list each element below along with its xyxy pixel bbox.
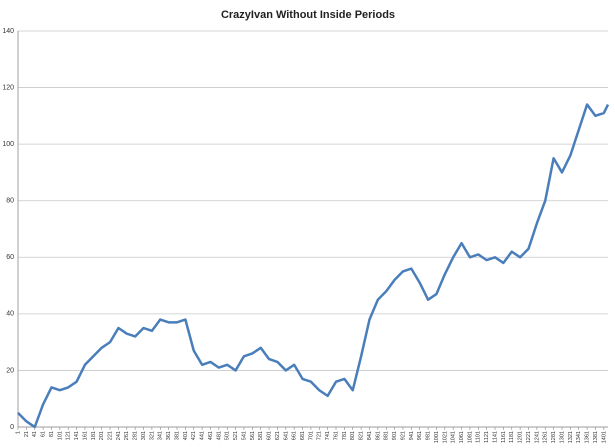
- y-tick-label: 120: [2, 84, 14, 91]
- x-tick-label: 421: [191, 431, 197, 440]
- x-tick-label: 1341: [576, 431, 582, 443]
- x-tick-label: 1241: [534, 431, 540, 443]
- x-tick-label: 241: [116, 431, 122, 440]
- x-tick-label: 961: [417, 431, 423, 440]
- x-tick-label: 1161: [501, 431, 507, 443]
- x-tick-label: 641: [283, 431, 289, 440]
- x-tick-label: 201: [99, 431, 105, 440]
- x-tick-label: 261: [124, 431, 130, 440]
- y-tick-label: 60: [6, 254, 14, 261]
- chart-title: CrazyIvan Without Inside Periods: [221, 9, 395, 21]
- x-tick-label: 981: [426, 431, 432, 440]
- x-tick-label: 721: [317, 431, 323, 440]
- x-tick-label: 1261: [543, 431, 549, 443]
- x-tick-label: 61: [41, 431, 47, 437]
- x-tick-label: 161: [82, 431, 88, 440]
- x-tick-label: 661: [292, 431, 298, 440]
- x-tick-label: 501: [225, 431, 231, 440]
- x-tick-label: 1361: [585, 431, 591, 443]
- x-tick-label: 921: [400, 431, 406, 440]
- x-tick-label: 1301: [559, 431, 565, 443]
- x-tick-label: 1201: [518, 431, 524, 443]
- x-tick-label: 1381: [593, 431, 599, 443]
- x-tick-label: 1281: [551, 431, 557, 443]
- x-tick-label: 761: [333, 431, 339, 440]
- x-tick-label: 481: [216, 431, 222, 440]
- x-tick-label: 281: [133, 431, 139, 440]
- x-tick-label: 441: [200, 431, 206, 440]
- x-tick-label: 1141: [492, 431, 498, 443]
- x-tick-label: 521: [233, 431, 239, 440]
- x-tick-label: 1181: [509, 431, 515, 443]
- x-tick-label: 581: [258, 431, 264, 440]
- x-tick-label: 221: [108, 431, 114, 440]
- x-tick-label: 1401: [601, 431, 607, 443]
- x-tick-label: 561: [250, 431, 256, 440]
- x-tick-label: 601: [267, 431, 273, 440]
- x-tick-label: 1101: [476, 431, 482, 443]
- x-tick-label: 181: [91, 431, 97, 440]
- x-tick-label: 881: [384, 431, 390, 440]
- x-tick-label: 1121: [484, 431, 490, 443]
- x-tick-label: 541: [241, 431, 247, 440]
- x-tick-label: 901: [392, 431, 398, 440]
- x-tick-label: 741: [325, 431, 331, 440]
- x-tick-label: 21: [24, 431, 30, 437]
- x-tick-label: 81: [49, 431, 55, 437]
- x-tick-label: 941: [409, 431, 415, 440]
- y-tick-label: 0: [10, 424, 14, 431]
- x-tick-label: 101: [57, 431, 63, 440]
- x-tick-label: 681: [300, 431, 306, 440]
- x-tick-label: 461: [208, 431, 214, 440]
- x-tick-label: 621: [275, 431, 281, 440]
- x-tick-label: 301: [141, 431, 147, 440]
- x-tick-label: 1061: [459, 431, 465, 443]
- x-tick-label: 1001: [434, 431, 440, 443]
- x-tick-label: 41: [32, 431, 38, 437]
- x-tick-label: 821: [359, 431, 365, 440]
- x-tick-label: 381: [174, 431, 180, 440]
- y-tick-label: 140: [2, 28, 14, 35]
- y-tick-label: 100: [2, 141, 14, 148]
- x-tick-label: 121: [66, 431, 72, 440]
- x-tick-label: 341: [158, 431, 164, 440]
- y-tick-label: 40: [6, 311, 14, 318]
- x-tick-label: 361: [166, 431, 172, 440]
- data-line: [17, 103, 610, 429]
- x-tick-label: 321: [149, 431, 155, 440]
- x-tick-label: 1041: [451, 431, 457, 443]
- x-tick-label: 1321: [568, 431, 574, 443]
- y-tick-label: 80: [6, 198, 14, 205]
- x-tick-label: 1: [15, 431, 21, 434]
- x-tick-label: 861: [375, 431, 381, 440]
- x-tick-label: 701: [308, 431, 314, 440]
- y-tick-label: 20: [6, 367, 14, 374]
- x-tick-label: 781: [342, 431, 348, 440]
- x-tick-label: 141: [74, 431, 80, 440]
- x-tick-label: 1021: [442, 431, 448, 443]
- x-tick-label: 801: [350, 431, 356, 440]
- x-tick-label: 841: [367, 431, 373, 440]
- x-tick-label: 1221: [526, 431, 532, 443]
- x-tick-label: 401: [183, 431, 189, 440]
- x-tick-label: 1081: [467, 431, 473, 443]
